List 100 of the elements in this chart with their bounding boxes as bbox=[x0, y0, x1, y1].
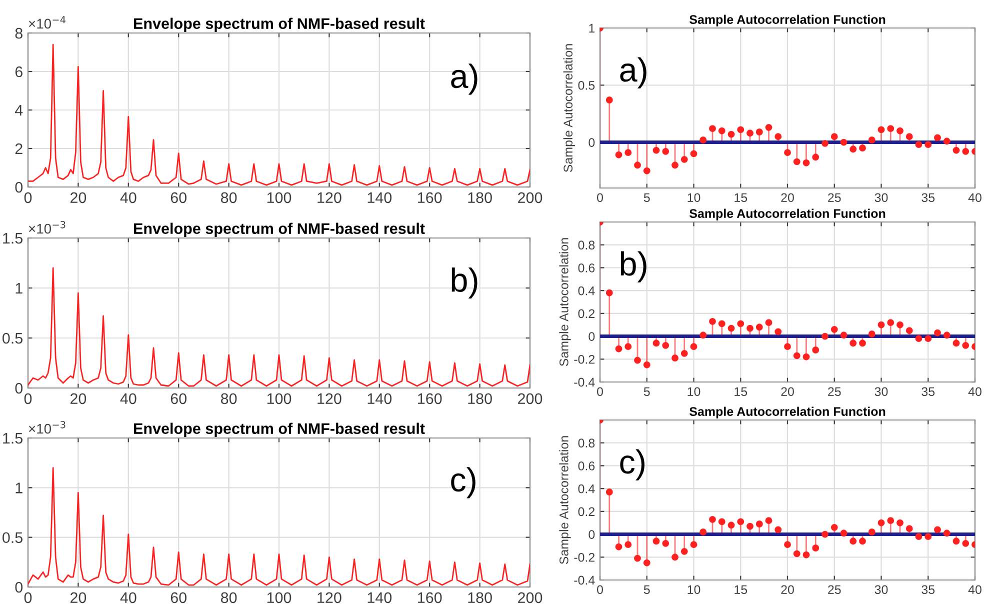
x-tick-label: 20 bbox=[70, 192, 86, 204]
x-tick-label: 180 bbox=[468, 592, 492, 604]
x-tick-label: 20 bbox=[781, 585, 794, 594]
x-tick-label: 60 bbox=[170, 592, 186, 604]
x-tick-label: 40 bbox=[968, 193, 982, 202]
y-tick-label: 6 bbox=[15, 66, 22, 78]
y-axis-title: Sample Autocorrelation bbox=[563, 44, 575, 172]
y-tick-label: -0.4 bbox=[574, 378, 595, 387]
y-tick-label: 0.5 bbox=[2, 332, 22, 344]
x-tick-label: 40 bbox=[968, 585, 982, 594]
x-tick-label: 200 bbox=[518, 192, 542, 204]
x-tick-label: 160 bbox=[418, 393, 442, 404]
y-axis-title: Sample Autocorrelation bbox=[559, 238, 571, 366]
x-tick-label: 40 bbox=[120, 592, 136, 604]
x-tick-label: 100 bbox=[267, 592, 292, 604]
x-tick-label: 40 bbox=[120, 393, 136, 404]
annotation: b) bbox=[620, 251, 646, 282]
x-tick-label: 140 bbox=[368, 192, 392, 204]
x-tick-label: 5 bbox=[644, 387, 650, 396]
x-tick-label: 25 bbox=[828, 387, 841, 396]
y-tick-label: 1.5 bbox=[3, 233, 22, 244]
x-tick-label: 15 bbox=[734, 585, 748, 594]
x-tick-label: 10 bbox=[688, 193, 700, 202]
y-tick-label: 0.6 bbox=[578, 264, 595, 272]
x-tick-label: 15 bbox=[734, 193, 748, 202]
x-tick-label: 25 bbox=[828, 193, 841, 202]
x-tick-label: 35 bbox=[922, 193, 935, 202]
y-tick-label: 0 bbox=[588, 138, 595, 147]
x-tick-label: 0 bbox=[24, 393, 32, 404]
y-tick-label: 1.5 bbox=[3, 433, 22, 444]
x-tick-label: 0 bbox=[597, 387, 603, 396]
x-tick-label: 25 bbox=[828, 585, 841, 594]
x-tick-label: 140 bbox=[368, 393, 392, 404]
x-tick-label: 180 bbox=[468, 393, 492, 404]
x-tick-label: 5 bbox=[644, 193, 650, 202]
chart-title: Envelope spectrum of NMF-based result bbox=[134, 222, 425, 238]
y-tick-label: 1 bbox=[589, 24, 595, 33]
x-tick-label: 0 bbox=[597, 193, 603, 202]
y-tick-label: 0.2 bbox=[578, 507, 595, 516]
y-tick-label: 0.8 bbox=[578, 438, 595, 448]
y-tick-label: 0.5 bbox=[2, 532, 22, 544]
y-tick-label: 4 bbox=[14, 105, 23, 116]
y-tick-label: 0 bbox=[588, 332, 595, 341]
y-tick-label: 8 bbox=[15, 28, 22, 39]
y-tick-label: 0.5 bbox=[578, 80, 595, 90]
y-tick-label: 0.4 bbox=[578, 286, 595, 296]
x-tick-label: 30 bbox=[874, 585, 888, 594]
y-tick-label: 1 bbox=[16, 482, 22, 494]
text: ×10$^{−3}$ bbox=[28, 220, 66, 234]
x-tick-label: 30 bbox=[874, 387, 888, 396]
x-tick-label: 40 bbox=[120, 192, 136, 204]
x-tick-label: 15 bbox=[734, 387, 748, 396]
x-tick-label: 30 bbox=[874, 193, 888, 202]
text: ×10$^{−4}$ bbox=[28, 16, 66, 29]
y-tick-label: -0.2 bbox=[574, 552, 595, 562]
x-tick-label: 160 bbox=[418, 192, 442, 204]
x-tick-label: 40 bbox=[968, 387, 982, 396]
chart-title: Sample Autocorrelation Function bbox=[689, 406, 886, 418]
x-tick-label: 20 bbox=[781, 387, 794, 396]
y-tick-label: 0 bbox=[15, 182, 23, 193]
y-tick-label: 0.2 bbox=[578, 309, 595, 318]
x-tick-label: 35 bbox=[922, 585, 935, 594]
x-tick-label: 200 bbox=[518, 592, 542, 604]
x-tick-label: 100 bbox=[267, 192, 292, 204]
y-tick-label: 0 bbox=[588, 530, 595, 539]
y-tick-label: 0.6 bbox=[578, 462, 595, 470]
x-tick-label: 120 bbox=[318, 592, 342, 604]
x-tick-label: 5 bbox=[644, 585, 650, 594]
x-tick-label: 140 bbox=[368, 592, 392, 604]
x-tick-label: 80 bbox=[220, 592, 237, 604]
x-tick-label: 100 bbox=[267, 393, 292, 404]
y-axis-title: Sample Autocorrelation bbox=[559, 436, 571, 564]
chart-title: Envelope spectrum of NMF-based result bbox=[134, 422, 425, 438]
chart-title: Envelope spectrum of NMF-based result bbox=[134, 18, 425, 32]
x-tick-label: 0 bbox=[597, 585, 603, 594]
x-tick-label: 20 bbox=[781, 193, 794, 202]
y-tick-label: -0.2 bbox=[574, 354, 595, 364]
x-tick-label: 200 bbox=[518, 393, 542, 404]
annotation: c) bbox=[451, 467, 476, 498]
annotation: c) bbox=[620, 449, 644, 480]
annotation: a) bbox=[451, 64, 478, 95]
chart-title: Sample Autocorrelation Function bbox=[689, 208, 886, 220]
x-tick-label: 20 bbox=[70, 393, 86, 404]
annotation: b) bbox=[452, 267, 478, 299]
x-tick-label: 180 bbox=[468, 192, 492, 204]
x-tick-label: 0 bbox=[24, 592, 32, 604]
x-tick-label: 60 bbox=[170, 393, 186, 404]
x-tick-label: 80 bbox=[220, 393, 237, 404]
y-tick-label: 1 bbox=[16, 283, 22, 294]
x-tick-label: 60 bbox=[170, 192, 186, 204]
x-tick-label: 10 bbox=[688, 387, 700, 396]
chart-title: Sample Autocorrelation Function bbox=[689, 14, 886, 26]
y-tick-label: -0.4 bbox=[574, 576, 595, 585]
x-tick-label: 10 bbox=[688, 585, 700, 594]
y-tick-label: 0.8 bbox=[578, 240, 595, 250]
x-tick-label: 20 bbox=[70, 592, 86, 604]
y-tick-label: 0.4 bbox=[578, 484, 595, 494]
x-tick-label: 0 bbox=[24, 192, 32, 204]
x-tick-label: 35 bbox=[922, 387, 935, 396]
annotation: a) bbox=[620, 57, 646, 88]
